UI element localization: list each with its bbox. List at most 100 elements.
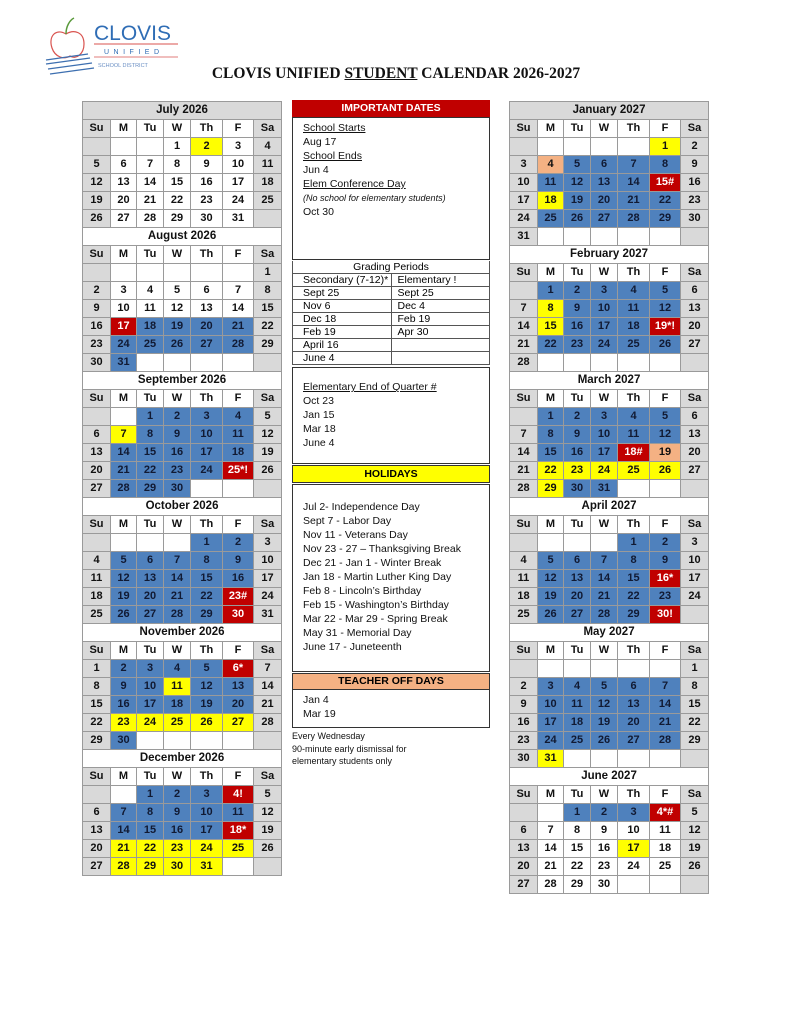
day-cell: 4 (82, 551, 111, 570)
weekday-header: F (222, 245, 254, 264)
weekday-header: F (649, 641, 681, 660)
day-cell: 14 (252, 677, 283, 696)
day-cell: 10 (190, 803, 223, 822)
holiday-item: Jul 2- Independence Day (303, 501, 420, 513)
day-cell: 7 (136, 155, 164, 174)
fall-months-column: July 2026 Su M Tu W Th F Sa 1 2 3 4 5 6 7 8 9 10 11 12 13 14 1… (81, 101, 283, 876)
empty-cell (82, 533, 111, 552)
empty-cell (163, 353, 191, 372)
day-cell: 18 (252, 173, 283, 192)
empty-cell (82, 137, 111, 156)
week-row: 22 23 24 25 26 27 28 (82, 713, 283, 732)
weekday-header: M (110, 767, 137, 786)
day-cell: 7 (509, 425, 538, 444)
weekday-header: W (163, 515, 191, 534)
week-row: 9 10 11 12 13 14 15 (82, 299, 283, 318)
empty-cell (649, 749, 681, 768)
weekday-header: W (163, 389, 191, 408)
day-cell: 7 (509, 299, 538, 318)
weekday-header: M (110, 119, 137, 138)
day-cell: 17 (190, 821, 223, 840)
day-cell: 14 (509, 443, 538, 462)
day-cell: 20 (110, 191, 137, 210)
svg-text:SCHOOL DISTRICT: SCHOOL DISTRICT (98, 63, 149, 69)
day-cell: 12 (163, 299, 191, 318)
day-cell: 4 (563, 677, 591, 696)
day-cell: 9 (563, 299, 591, 318)
weekday-header: F (222, 767, 254, 786)
day-cell: 23 (590, 857, 618, 876)
day-cell: 21 (617, 191, 650, 210)
day-cell: 24 (617, 857, 650, 876)
day-cell: 27 (679, 335, 710, 354)
day-cell: 20 (222, 695, 254, 714)
grading-row: Dec 18 Feb 19 (292, 312, 490, 326)
month-title: February 2027 (508, 245, 710, 264)
day-cell: 4 (252, 137, 283, 156)
day-cell: 7 (649, 677, 681, 696)
empty-cell (136, 533, 164, 552)
weekday-header: W (163, 119, 191, 138)
day-cell: 9 (509, 695, 538, 714)
day-cell: 3 (110, 281, 137, 300)
weekday-header: Su (82, 515, 111, 534)
empty-cell (617, 227, 650, 246)
day-cell: 5 (252, 785, 283, 804)
empty-cell (82, 263, 111, 282)
day-cell: 7 (617, 155, 650, 174)
day-cell: 28 (590, 605, 618, 624)
weekday-header: Th (617, 515, 650, 534)
week-row: 30 31 (82, 353, 283, 372)
day-cell: 15 (563, 839, 591, 858)
weekday-header: Sa (252, 641, 283, 660)
day-cell: 26 (163, 335, 191, 354)
month-title: September 2026 (81, 371, 283, 390)
day-cell: 26 (252, 839, 283, 858)
day-cell: 10 (617, 821, 650, 840)
grading-row: Nov 6 Dec 4 (292, 299, 490, 313)
day-cell: 5 (649, 407, 681, 426)
day-cell: 21 (509, 335, 538, 354)
empty-cell (110, 785, 137, 804)
day-cell: 17 (509, 191, 538, 210)
week-row: 24 25 26 27 28 29 30 (509, 209, 710, 228)
month-title: March 2027 (508, 371, 710, 390)
empty-cell (110, 263, 137, 282)
week-row: 30 31 (509, 749, 710, 768)
day-cell: 22 (617, 587, 650, 606)
empty-cell (563, 749, 591, 768)
day-cell: 18 (537, 191, 564, 210)
grading-row: June 4 (292, 351, 490, 365)
empty-cell (617, 659, 650, 678)
day-cell: 27 (509, 875, 538, 894)
day-cell: 16 (190, 173, 223, 192)
day-cell: 11 (617, 299, 650, 318)
day-cell: 31 (252, 605, 283, 624)
week-row: 27 28 29 30 (82, 479, 283, 498)
day-cell: 20 (679, 443, 710, 462)
week-row: 16 17 18 19 20 21 22 (509, 713, 710, 732)
empty-cell (110, 407, 137, 426)
day-cell: 2 (679, 137, 710, 156)
day-cell: 10 (190, 425, 223, 444)
day-cell: 2 (163, 407, 191, 426)
note-line: Every Wednesday (292, 731, 365, 741)
day-cell: 19 (649, 443, 681, 462)
empty-cell (679, 749, 710, 768)
spring-months-column: January 2027 Su M Tu W Th F Sa 1 2 3 4 5 6 7 8 9 10 11 12 13… (508, 101, 710, 894)
holiday-item: Mar 22 - Mar 29 - Spring Break (303, 613, 448, 625)
weekday-header: Sa (252, 119, 283, 138)
weekday-header: Tu (563, 785, 591, 804)
empty-cell (509, 407, 538, 426)
month-title: June 2027 (508, 767, 710, 786)
empty-cell (679, 875, 710, 894)
day-cell: 28 (163, 605, 191, 624)
day-cell: 9 (222, 551, 254, 570)
day-cell: 4 (222, 407, 254, 426)
day-cell: 20 (679, 317, 710, 336)
weekday-header: Sa (679, 785, 710, 804)
elementary-date (390, 351, 490, 365)
